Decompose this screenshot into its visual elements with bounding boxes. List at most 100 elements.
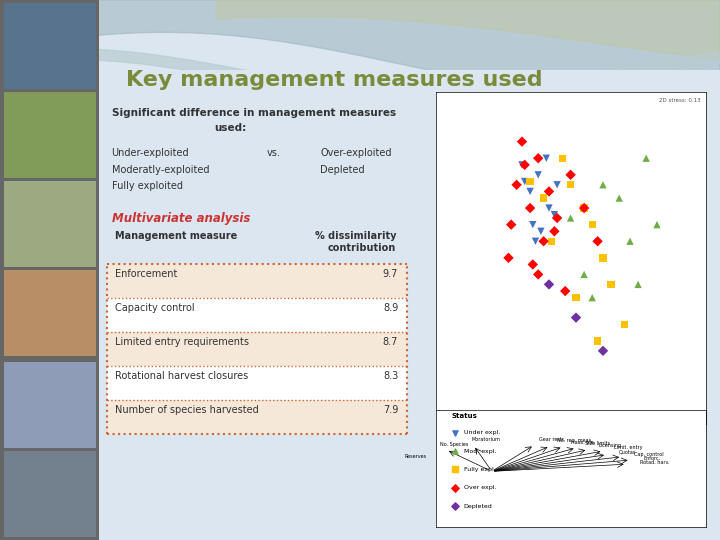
Point bbox=[557, 154, 568, 163]
Bar bbox=[4, 451, 96, 537]
Text: Over-exploited: Over-exploited bbox=[320, 148, 392, 159]
Point bbox=[544, 280, 555, 289]
Point bbox=[641, 154, 652, 163]
Point bbox=[652, 220, 663, 229]
Point bbox=[516, 160, 528, 169]
Text: Limit. entry: Limit. entry bbox=[614, 445, 643, 450]
Point bbox=[578, 270, 590, 279]
Point bbox=[632, 280, 644, 289]
Point bbox=[598, 180, 609, 189]
Point bbox=[503, 254, 514, 262]
Point bbox=[613, 194, 625, 202]
Text: Depleted: Depleted bbox=[464, 504, 492, 509]
Bar bbox=[4, 362, 96, 448]
Bar bbox=[0, 0, 99, 540]
Text: Mod. expl.: Mod. expl. bbox=[464, 449, 496, 454]
Text: used:: used: bbox=[215, 123, 246, 133]
Text: Under expl.: Under expl. bbox=[464, 430, 500, 435]
Point bbox=[565, 171, 577, 179]
Point bbox=[519, 177, 531, 186]
Text: % dissimilarity
contribution: % dissimilarity contribution bbox=[315, 231, 396, 253]
Point bbox=[527, 260, 539, 269]
Point bbox=[533, 270, 544, 279]
Text: vs.: vs. bbox=[266, 148, 281, 159]
Bar bbox=[4, 270, 96, 356]
Point bbox=[552, 180, 563, 189]
Text: Cap. control: Cap. control bbox=[634, 452, 664, 457]
Bar bbox=[4, 92, 96, 178]
Text: Number of species harvested: Number of species harvested bbox=[115, 405, 259, 415]
Point bbox=[624, 237, 636, 246]
Point bbox=[598, 254, 609, 262]
Point bbox=[546, 237, 557, 246]
Point bbox=[533, 154, 544, 163]
Point bbox=[449, 428, 461, 437]
Text: Fully expl.: Fully expl. bbox=[464, 467, 495, 472]
Point bbox=[587, 220, 598, 229]
Text: Under-exploited: Under-exploited bbox=[112, 148, 189, 159]
Text: 8.9: 8.9 bbox=[383, 303, 398, 313]
Point bbox=[541, 154, 552, 163]
Text: Depleted: Depleted bbox=[320, 165, 365, 175]
Point bbox=[619, 320, 631, 328]
Point bbox=[524, 187, 536, 196]
Text: 7.9: 7.9 bbox=[383, 405, 398, 415]
Text: Enforc.: Enforc. bbox=[644, 456, 660, 461]
Point bbox=[538, 237, 549, 246]
Point bbox=[530, 237, 541, 246]
Text: No. Species: No. Species bbox=[440, 442, 468, 447]
Text: 2D stress: 0.13: 2D stress: 0.13 bbox=[659, 98, 701, 104]
Point bbox=[516, 137, 528, 146]
Point bbox=[505, 220, 517, 229]
Point bbox=[552, 214, 563, 222]
Point bbox=[565, 180, 577, 189]
Bar bbox=[107, 332, 407, 366]
Text: Rotad. harv.: Rotad. harv. bbox=[640, 461, 670, 465]
Point bbox=[449, 502, 461, 510]
Point bbox=[527, 220, 539, 229]
Text: Status: Status bbox=[451, 413, 477, 419]
Point bbox=[535, 227, 546, 235]
Text: Significant difference in management measures: Significant difference in management mea… bbox=[112, 108, 396, 118]
Point bbox=[549, 227, 560, 235]
Text: Size limits: Size limits bbox=[585, 441, 611, 446]
Text: 8.7: 8.7 bbox=[383, 337, 398, 347]
Text: Quotas: Quotas bbox=[618, 449, 636, 454]
Point bbox=[538, 194, 549, 202]
Text: Fully exploited: Fully exploited bbox=[112, 181, 183, 191]
Text: 8.3: 8.3 bbox=[383, 371, 398, 381]
Point bbox=[549, 211, 560, 219]
Bar bbox=[107, 298, 407, 332]
Text: Moderatly-exploited: Moderatly-exploited bbox=[112, 165, 209, 175]
Point bbox=[524, 177, 536, 186]
Point bbox=[524, 204, 536, 212]
Text: Enforcement: Enforcement bbox=[115, 269, 178, 279]
Point bbox=[519, 160, 531, 169]
Text: Management measure: Management measure bbox=[115, 231, 238, 241]
Point bbox=[511, 180, 523, 189]
Point bbox=[570, 293, 582, 302]
Point bbox=[598, 347, 609, 355]
Point bbox=[544, 187, 555, 196]
Point bbox=[592, 336, 603, 345]
Point bbox=[578, 204, 590, 212]
Point bbox=[544, 204, 555, 212]
Text: Rotational harvest closures: Rotational harvest closures bbox=[115, 371, 248, 381]
Text: Gear restr.: Gear restr. bbox=[539, 437, 565, 442]
Text: Reserves: Reserves bbox=[405, 454, 427, 459]
Bar bbox=[107, 400, 407, 434]
Bar bbox=[4, 3, 96, 89]
Text: Over expl.: Over expl. bbox=[464, 485, 496, 490]
Point bbox=[565, 214, 577, 222]
Point bbox=[449, 483, 461, 492]
Point bbox=[559, 287, 571, 295]
Bar bbox=[107, 264, 407, 298]
Point bbox=[449, 465, 461, 474]
Text: Moratorium: Moratorium bbox=[471, 437, 500, 442]
Text: Limited entry requirements: Limited entry requirements bbox=[115, 337, 249, 347]
Text: Multivariate analysis: Multivariate analysis bbox=[112, 212, 250, 225]
Point bbox=[587, 293, 598, 302]
Text: Haas. ele.: Haas. ele. bbox=[571, 440, 595, 444]
Bar bbox=[4, 181, 96, 267]
Point bbox=[538, 194, 549, 202]
